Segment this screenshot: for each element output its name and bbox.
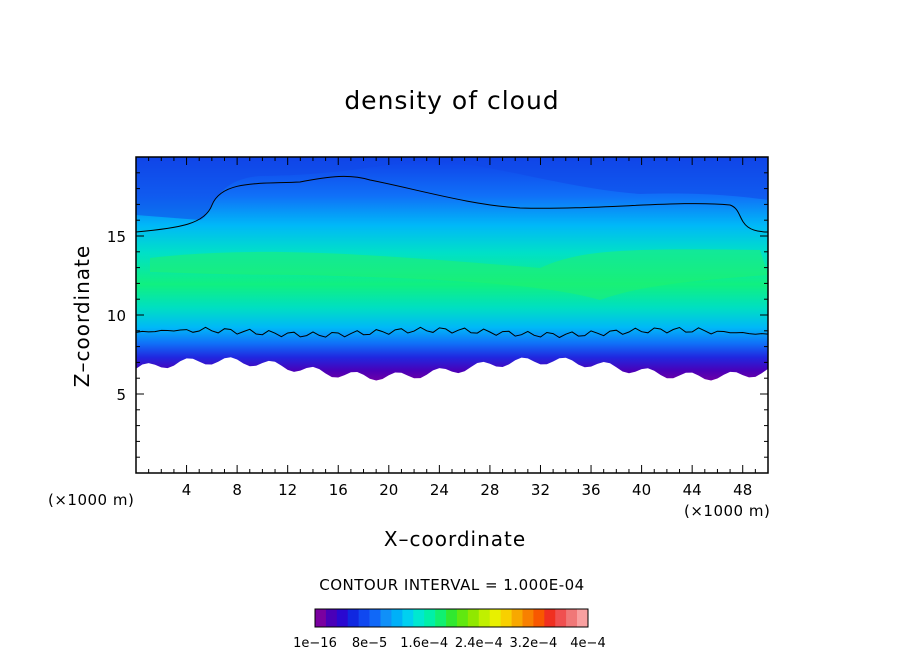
- colorbar-swatch: [413, 609, 425, 627]
- x-tick-label: 4: [182, 481, 192, 499]
- y-tick-label: 15: [107, 228, 126, 246]
- colorbar-swatch: [369, 609, 381, 627]
- x-tick-label: 12: [278, 481, 297, 499]
- colorbar-swatch: [500, 609, 512, 627]
- x-tick-label: 36: [581, 481, 600, 499]
- chart-title: density of cloud: [344, 86, 560, 115]
- colorbar-swatch: [336, 609, 349, 627]
- x-tick-label: 16: [329, 481, 348, 499]
- colorbar-swatch: [511, 609, 523, 627]
- axis-ticks: [136, 157, 768, 473]
- colorbar-swatch: [347, 609, 359, 627]
- colorbar-swatch: [446, 609, 458, 627]
- colorbar-swatch: [555, 609, 567, 627]
- colorbar-swatch: [456, 609, 469, 627]
- y-unit-label: (×1000 m): [48, 491, 135, 509]
- x-tick-label: 40: [632, 481, 651, 499]
- contour-interval-text: CONTOUR INTERVAL = 1.000E-04: [319, 576, 585, 594]
- colorbar-swatch: [380, 609, 392, 627]
- x-axis-label: X–coordinate: [383, 527, 527, 551]
- colorbar-swatch: [402, 609, 414, 627]
- colorbar-tick-label: 3.2e−4: [509, 636, 557, 651]
- cloud-top-contour: [135, 175, 769, 233]
- x-unit-label: (×1000 m): [684, 502, 771, 520]
- colorbar-swatch: [544, 609, 556, 627]
- colorbar-swatch: [478, 609, 491, 627]
- colorbar-swatch: [391, 609, 403, 627]
- colorbar-swatch: [435, 609, 447, 627]
- colorbar-swatch: [424, 609, 436, 627]
- upper-blue-patch: [136, 157, 768, 220]
- colorbar-swatch: [522, 609, 534, 627]
- cloud-base-contour: [135, 326, 769, 339]
- y-tick-label: 10: [107, 307, 126, 325]
- colorbar-swatch: [566, 609, 578, 627]
- colorbar-tick-label: 1.6e−4: [400, 636, 448, 651]
- colorbar-swatch: [358, 609, 370, 627]
- x-tick-label: 48: [733, 481, 752, 499]
- x-tick-label: 44: [683, 481, 702, 499]
- x-tick-label: 8: [232, 481, 242, 499]
- colorbar-tick-label: 8e−5: [352, 636, 387, 651]
- colorbar-frame: [314, 608, 589, 628]
- colorbar-tick-label: 4e−4: [570, 636, 605, 651]
- colorbar-swatch: [533, 609, 545, 627]
- colorbar-swatch: [467, 609, 480, 627]
- colorbar-swatch: [315, 609, 327, 627]
- clear-air-region: [136, 357, 768, 473]
- colorbar-swatch: [489, 609, 501, 627]
- x-tick-label: 20: [379, 481, 398, 499]
- colorbar-swatch: [577, 609, 589, 627]
- x-tick-label: 24: [430, 481, 449, 499]
- colorbar-swatch: [325, 609, 338, 627]
- colorbar: 1e−16 8e−5 1.6e−4 2.4e−4 3.2e−4 4e−4: [293, 608, 606, 651]
- bright-green-core: [150, 249, 768, 300]
- x-tick-label: 32: [531, 481, 550, 499]
- y-tick-label: 5: [116, 386, 126, 404]
- colorbar-tick-label: 2.4e−4: [455, 636, 503, 651]
- density-field: [136, 157, 768, 473]
- y-axis-label: Z–coordinate: [70, 244, 94, 388]
- x-tick-label: 28: [480, 481, 499, 499]
- colorbar-tick-label: 1e−16: [293, 636, 337, 651]
